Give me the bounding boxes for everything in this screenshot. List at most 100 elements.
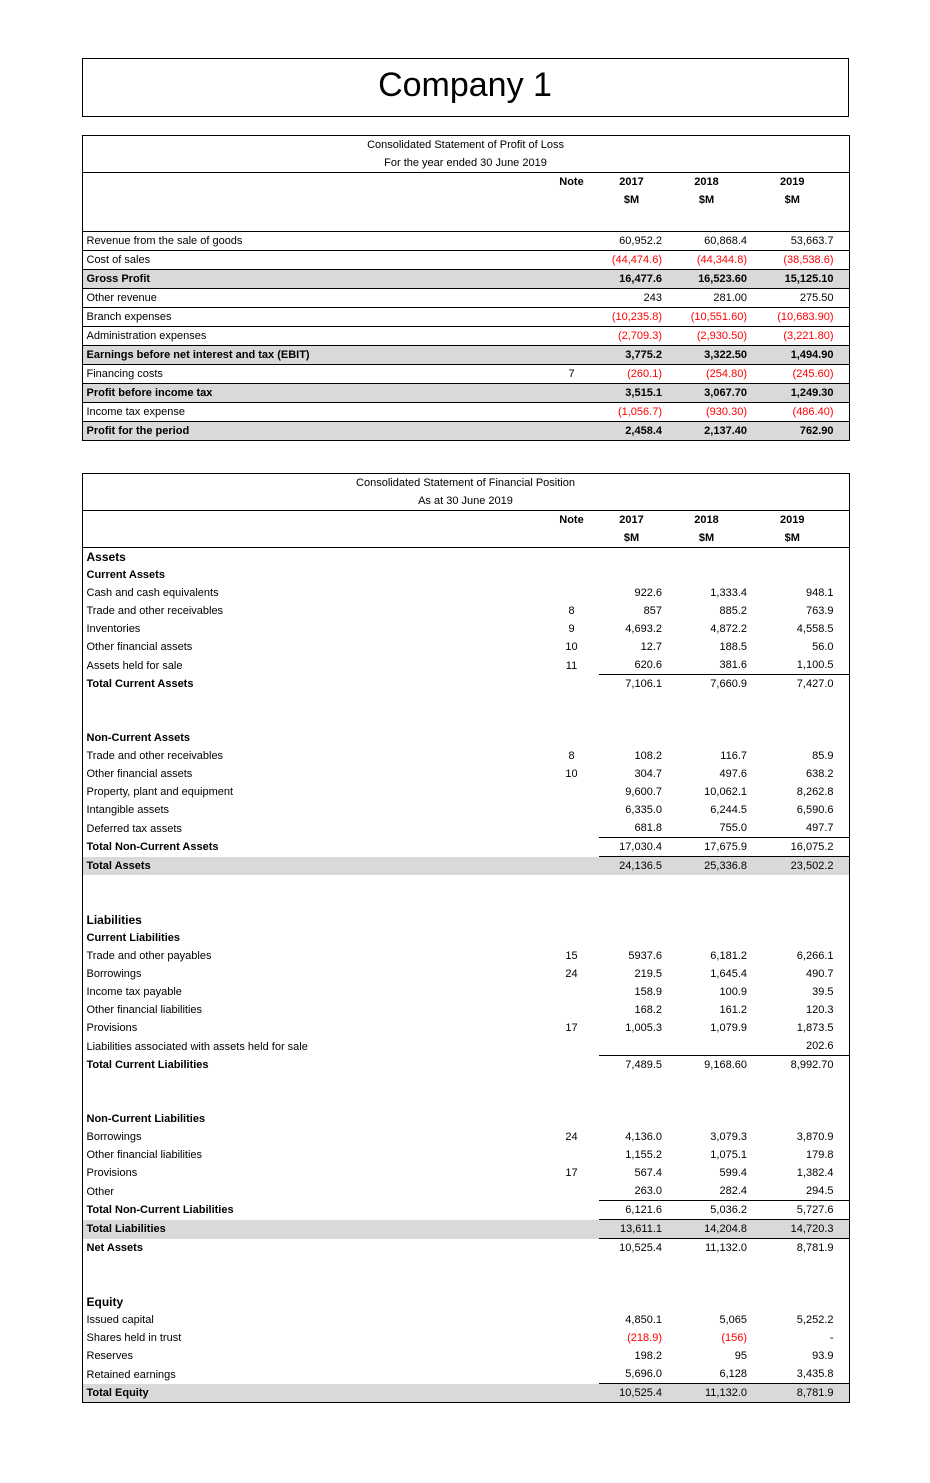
note-cell <box>544 1001 599 1019</box>
value-cell: 490.7 <box>805 968 834 981</box>
section-label: Non-Current Assets <box>86 732 191 745</box>
spacer-row <box>82 1275 849 1293</box>
note-column-header: Note <box>559 176 584 189</box>
value-cell: 10,062.1 <box>704 786 747 799</box>
value-cell: 7,489.5 <box>599 1055 664 1075</box>
value-cell: 1,100.5 <box>796 659 834 672</box>
value-cell: 763.9 <box>805 605 834 618</box>
section-label: Assets <box>86 550 126 565</box>
value-cell: 7,427.0 <box>749 674 849 694</box>
value-cell: (218.9) <box>627 1332 662 1345</box>
note-cell: 8 <box>568 605 575 618</box>
value-cell: 202.6 <box>805 1040 834 1053</box>
row-label: Reserves <box>86 1350 133 1363</box>
value-cell: 93.9 <box>812 1350 834 1363</box>
row-label: Other revenue <box>82 288 544 309</box>
note-cell: 10 <box>565 768 578 781</box>
row-label: Total Liabilities <box>82 1219 544 1239</box>
value-cell: 5,696.0 <box>625 1368 662 1381</box>
section-label: Current Assets <box>86 569 165 582</box>
row-label: Gross Profit <box>82 269 544 290</box>
table-row: Cost of sales (44,474.6) (44,344.8) (38,538… <box>82 250 850 271</box>
table-title-row: As at 30 June 2019 <box>82 492 849 512</box>
table-row: Provisions 17 567.4 599.4 1,382.4 <box>82 1164 849 1182</box>
table-row: Other financial liabilities 168.2 161.2 120… <box>82 1001 849 1019</box>
row-label: Other <box>86 1185 115 1198</box>
value-cell: (2,930.50) <box>664 326 749 347</box>
row-label: Provisions <box>86 1167 138 1180</box>
note-cell <box>544 288 599 309</box>
note-cell <box>544 269 599 290</box>
value-cell: 158.9 <box>634 986 662 999</box>
value-cell: 2,137.40 <box>664 421 749 442</box>
section-header-row: Current Assets <box>82 566 849 584</box>
value-cell: 60,952.2 <box>599 231 664 252</box>
row-label: Net Assets <box>86 1242 143 1255</box>
financial-statements: Consolidated Statement of Profit of Loss… <box>81 135 850 1404</box>
table-title-line: Consolidated Statement of Financial Posi… <box>356 477 575 490</box>
table-row: Trade and other receivables 8 108.2 116.7 85… <box>82 747 849 765</box>
note-cell <box>544 1056 599 1075</box>
table-title-row: For the year ended 30 June 2019 <box>82 154 850 174</box>
value-cell: 17,030.4 <box>599 837 664 857</box>
note-cell <box>544 1219 599 1239</box>
value-cell: 15,125.10 <box>749 269 850 290</box>
value-cell: 13,611.1 <box>599 1219 664 1239</box>
table-row: Total Liabilities 13,611.1 14,204.8 14,720.… <box>82 1219 849 1239</box>
spacer-row <box>82 693 849 711</box>
spacer-row <box>82 711 849 729</box>
value-cell: (44,474.6) <box>599 250 664 271</box>
value-cell: 3,870.9 <box>796 1131 834 1144</box>
table-row: Other financial liabilities 1,155.2 1,075.… <box>82 1146 849 1164</box>
row-label: Trade and other receivables <box>86 750 224 763</box>
note-cell <box>544 1365 599 1384</box>
value-cell: 16,523.60 <box>664 269 749 290</box>
section-header-row: Equity <box>82 1293 849 1311</box>
row-label: Liabilities associated with assets held … <box>86 1040 308 1053</box>
value-cell: 5,252.2 <box>796 1314 834 1327</box>
spacer-row <box>82 893 849 911</box>
section-label: Liabilities <box>86 913 142 928</box>
spacer-row <box>82 1092 849 1110</box>
table-row: Property, plant and equipment 9,600.7 10,0… <box>82 783 849 801</box>
table-row: Financing costs 7 (260.1) (254.80) (245.60) <box>82 364 850 385</box>
section-header-row: Liabilities <box>82 911 849 929</box>
table-row: Liabilities associated with assets held … <box>82 1037 849 1056</box>
note-cell <box>544 856 599 876</box>
value-cell: 120.3 <box>805 1004 834 1017</box>
table-row: Cash and cash equivalents 922.6 1,333.4 948… <box>82 584 849 602</box>
value-cell: 1,075.1 <box>710 1149 747 1162</box>
value-cell: (930.30) <box>664 402 749 423</box>
note-cell <box>544 1201 599 1220</box>
value-cell: 497.6 <box>719 768 747 781</box>
value-cell: 4,693.2 <box>625 623 662 636</box>
value-cell: 4,558.5 <box>796 623 834 636</box>
value-cell: 95 <box>734 1350 747 1363</box>
note-cell <box>544 983 599 1001</box>
table-row: Profit before income tax 3,515.1 3,067.70 1… <box>82 383 850 404</box>
table-row: Trade and other receivables 8 857 885.2 763.… <box>82 602 849 620</box>
note-cell <box>544 1239 599 1258</box>
value-cell: 243 <box>599 288 664 309</box>
document-page: Company 1 Consolidated Statement of Prof… <box>81 58 850 1404</box>
value-cell: 8,781.9 <box>749 1383 849 1403</box>
table-row: Other financial assets 10 304.7 497.6 638.2 <box>82 765 849 783</box>
table-title-line: Consolidated Statement of Profit of Loss <box>367 139 564 152</box>
value-cell: 4,136.0 <box>625 1131 662 1144</box>
value-cell: (1,056.7) <box>599 402 664 423</box>
row-label: Other financial assets <box>86 768 193 781</box>
row-label: Borrowings <box>86 968 142 981</box>
value-cell: (156) <box>721 1332 747 1345</box>
row-label: Provisions <box>86 1022 138 1035</box>
value-cell: 567.4 <box>634 1167 662 1180</box>
table-row: Total Equity 10,525.4 11,132.0 8,781.9 <box>82 1383 849 1403</box>
year-header-2017: 2017 <box>619 514 644 527</box>
table-row: Total Non-Current Assets 17,030.4 17,675.9… <box>82 837 849 857</box>
row-label: Inventories <box>86 623 141 636</box>
row-label: Total Non-Current Assets <box>86 841 219 854</box>
section-label: Equity <box>86 1295 124 1310</box>
note-cell <box>544 1182 599 1201</box>
table-title-line: As at 30 June 2019 <box>82 492 849 512</box>
note-cell <box>544 1146 599 1164</box>
value-cell: 1,873.5 <box>796 1022 834 1035</box>
